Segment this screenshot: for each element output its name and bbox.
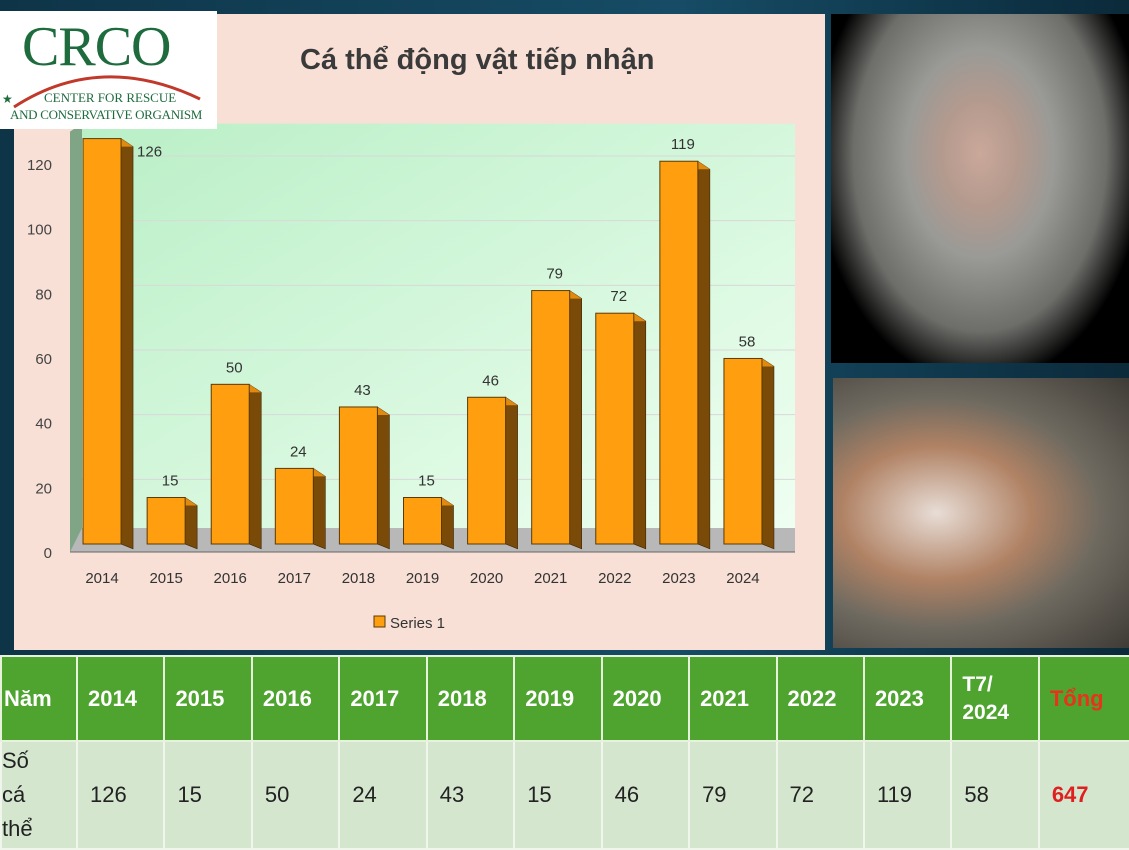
table-header-cell: 2018 [425, 655, 516, 742]
table-header-cell: 2015 [163, 655, 253, 742]
star-icon: ★ [2, 92, 13, 106]
bar [146, 497, 186, 545]
plot-side-wall [70, 123, 82, 553]
table-cell: 72 [775, 740, 865, 850]
y-tick-label: 60 [35, 351, 52, 368]
legend-label: Series 1 [390, 615, 445, 632]
table-cell: 46 [600, 740, 691, 850]
data-label: 43 [354, 382, 371, 399]
bar-side [313, 467, 326, 550]
table-cell: 126 [75, 740, 166, 850]
bar [338, 406, 378, 545]
table-row: Số cá thể 126 15 50 24 43 15 46 79 72 119 58 647 [0, 740, 1129, 850]
chart-title: Cá thể động vật tiếp nhận [300, 44, 655, 76]
legend-swatch [373, 615, 386, 628]
table-header-cell: 2023 [862, 655, 953, 742]
y-tick-label: 100 [27, 222, 52, 239]
table-header-cell: T7/ 2024 [950, 655, 1040, 742]
table-cell: 43 [425, 740, 516, 850]
data-table: Năm 2014 2015 2016 2017 2018 2019 2020 2021 2022 2… [0, 655, 1129, 850]
bar [82, 138, 122, 545]
table-cell: 15 [513, 740, 603, 850]
x-tick-label: 2023 [662, 570, 695, 587]
x-tick-label: 2018 [342, 570, 375, 587]
table-header-cell: 2017 [338, 655, 428, 742]
table-cell: 79 [688, 740, 778, 850]
y-tick-label: 120 [27, 157, 52, 174]
x-tick-label: 2021 [534, 570, 567, 587]
crco-logo: ★ CRCO CENTER FOR RESCUE AND CONSERVATIV… [0, 11, 217, 129]
x-tick-label: 2015 [149, 570, 182, 587]
x-tick-label: 2022 [598, 570, 631, 587]
bar-side [633, 312, 647, 550]
data-label: 72 [610, 288, 627, 305]
table-header-row: Năm 2014 2015 2016 2017 2018 2019 2020 2021 2022 2… [0, 655, 1129, 742]
bar-side [248, 383, 262, 550]
table-cell: Số cá thể [0, 740, 78, 850]
bar [467, 396, 507, 545]
table-header-cell: 2019 [513, 655, 603, 742]
table-cell: 24 [338, 740, 428, 850]
data-label: 50 [226, 359, 243, 376]
x-tick-label: 2016 [214, 570, 247, 587]
bar-side [377, 406, 390, 550]
table-cell: 647 [1037, 740, 1129, 850]
data-label: 15 [162, 473, 179, 490]
x-tick-label: 2019 [406, 570, 439, 587]
table-header-cell: Tổng [1037, 655, 1129, 742]
bar-side [120, 138, 134, 550]
data-label: 24 [290, 443, 307, 460]
bar [723, 357, 763, 545]
table-header-cell: 2016 [250, 655, 341, 742]
bar [274, 467, 314, 545]
bar [595, 312, 635, 545]
table-header-cell: 2014 [75, 655, 166, 742]
table-header-cell: 2020 [600, 655, 691, 742]
y-tick-label: 0 [44, 545, 52, 562]
data-label: 15 [418, 473, 435, 490]
table-header-cell: Năm [0, 655, 78, 742]
bar-side [697, 160, 711, 550]
bar-side [569, 290, 582, 550]
data-label: 58 [739, 333, 756, 350]
x-tick-label: 2017 [278, 570, 311, 587]
bar-chart: 0 20 40 60 80 100 120 126 2014 15 2015 50 2016 24 2017… [27, 123, 795, 632]
bar-side [761, 357, 775, 550]
table-cell: 15 [163, 740, 253, 850]
bar [403, 497, 442, 545]
table-header-cell: 2022 [775, 655, 865, 742]
slow-loris-photo [833, 378, 1129, 648]
table-header-cell: 2021 [688, 655, 778, 742]
table-cell: 50 [250, 740, 341, 850]
data-label: 126 [137, 144, 162, 161]
logo-text: CRCO [22, 16, 171, 78]
logo-line1: CENTER FOR RESCUE [44, 90, 177, 105]
logo-line2: AND CONSERVATIVE ORGANISM [10, 107, 203, 122]
bar [210, 383, 250, 545]
data-label: 46 [482, 372, 499, 389]
table-cell: 119 [862, 740, 953, 850]
y-tick-label: 20 [35, 480, 52, 497]
bar [531, 290, 571, 545]
data-label: 119 [671, 136, 695, 153]
x-tick-label: 2014 [85, 570, 118, 587]
y-tick-label: 80 [35, 286, 52, 303]
x-tick-label: 2020 [470, 570, 503, 587]
x-tick-label: 2024 [726, 570, 759, 587]
bar-side [505, 396, 518, 550]
macaque-photo [831, 14, 1129, 363]
data-label: 79 [546, 266, 563, 283]
bar [659, 160, 699, 545]
table-cell: 58 [950, 740, 1040, 850]
y-tick-label: 40 [35, 416, 52, 433]
